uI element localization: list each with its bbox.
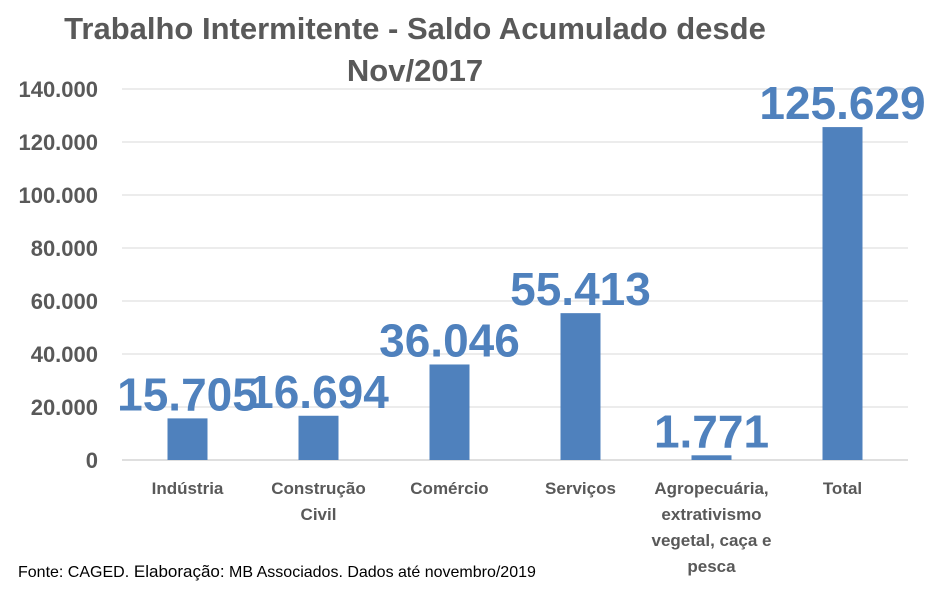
x-tick-label-line: Construção <box>271 479 365 498</box>
source-rest: MB Associados. Dados até novembro/2019 <box>224 564 536 581</box>
y-tick-label: 40.000 <box>31 342 98 367</box>
x-tick-label: Agropecuária, extrativismo vegetal, caça e… <box>651 479 771 576</box>
x-tick-label-line: vegetal, caça e <box>651 531 771 550</box>
chart-title-line-2: Nov/2017 <box>346 53 484 88</box>
x-tick-label-line: Total <box>823 479 862 498</box>
source-elaboration: Elaboração: <box>129 562 225 581</box>
y-tick-label: 140.000 <box>18 77 98 102</box>
data-label: 55.413 <box>510 263 651 315</box>
y-tick-label: 20.000 <box>31 395 98 420</box>
y-tick-label: 0 <box>86 448 98 473</box>
bar <box>560 313 601 460</box>
data-label: 125.629 <box>759 77 925 129</box>
y-tick-label: 120.000 <box>18 130 98 155</box>
x-tick-label-line: Comércio <box>410 479 488 498</box>
x-tick-label-line: Serviços <box>545 479 616 498</box>
x-tick-label: Indústria <box>152 479 224 498</box>
data-label: 16.694 <box>248 366 389 418</box>
x-tick-label: Serviços <box>545 479 616 498</box>
y-tick-label: 100.000 <box>18 183 98 208</box>
bar <box>167 418 208 460</box>
chart-title-line-1: Trabalho Intermitente - Saldo Acumulado … <box>64 11 766 46</box>
x-tick-label: Total <box>823 479 862 498</box>
y-tick-label: 80.000 <box>31 236 98 261</box>
bar <box>429 364 470 460</box>
x-tick-label-line: Agropecuária, <box>654 479 768 498</box>
chart-title: Trabalho Intermitente - Saldo Acumulado … <box>0 8 830 92</box>
x-tick-label-line: pesca <box>687 557 736 576</box>
x-tick-label-line: Civil <box>301 505 337 524</box>
source-prefix: Fonte: CAGED. <box>18 564 130 581</box>
x-tick-label: Construção Civil <box>271 479 365 524</box>
source-note: Fonte: CAGED. Elaboração: MB Associados.… <box>18 562 536 582</box>
x-tick-label: Comércio <box>410 479 488 498</box>
data-label: 36.046 <box>379 314 520 366</box>
data-label: 1.771 <box>654 405 769 457</box>
x-tick-label-line: Indústria <box>152 479 224 498</box>
bar <box>691 455 732 460</box>
data-label: 15.705 <box>117 368 258 420</box>
bar <box>822 127 863 460</box>
x-tick-label-line: extrativismo <box>661 505 761 524</box>
y-tick-label: 60.000 <box>31 289 98 314</box>
bar <box>298 415 339 460</box>
